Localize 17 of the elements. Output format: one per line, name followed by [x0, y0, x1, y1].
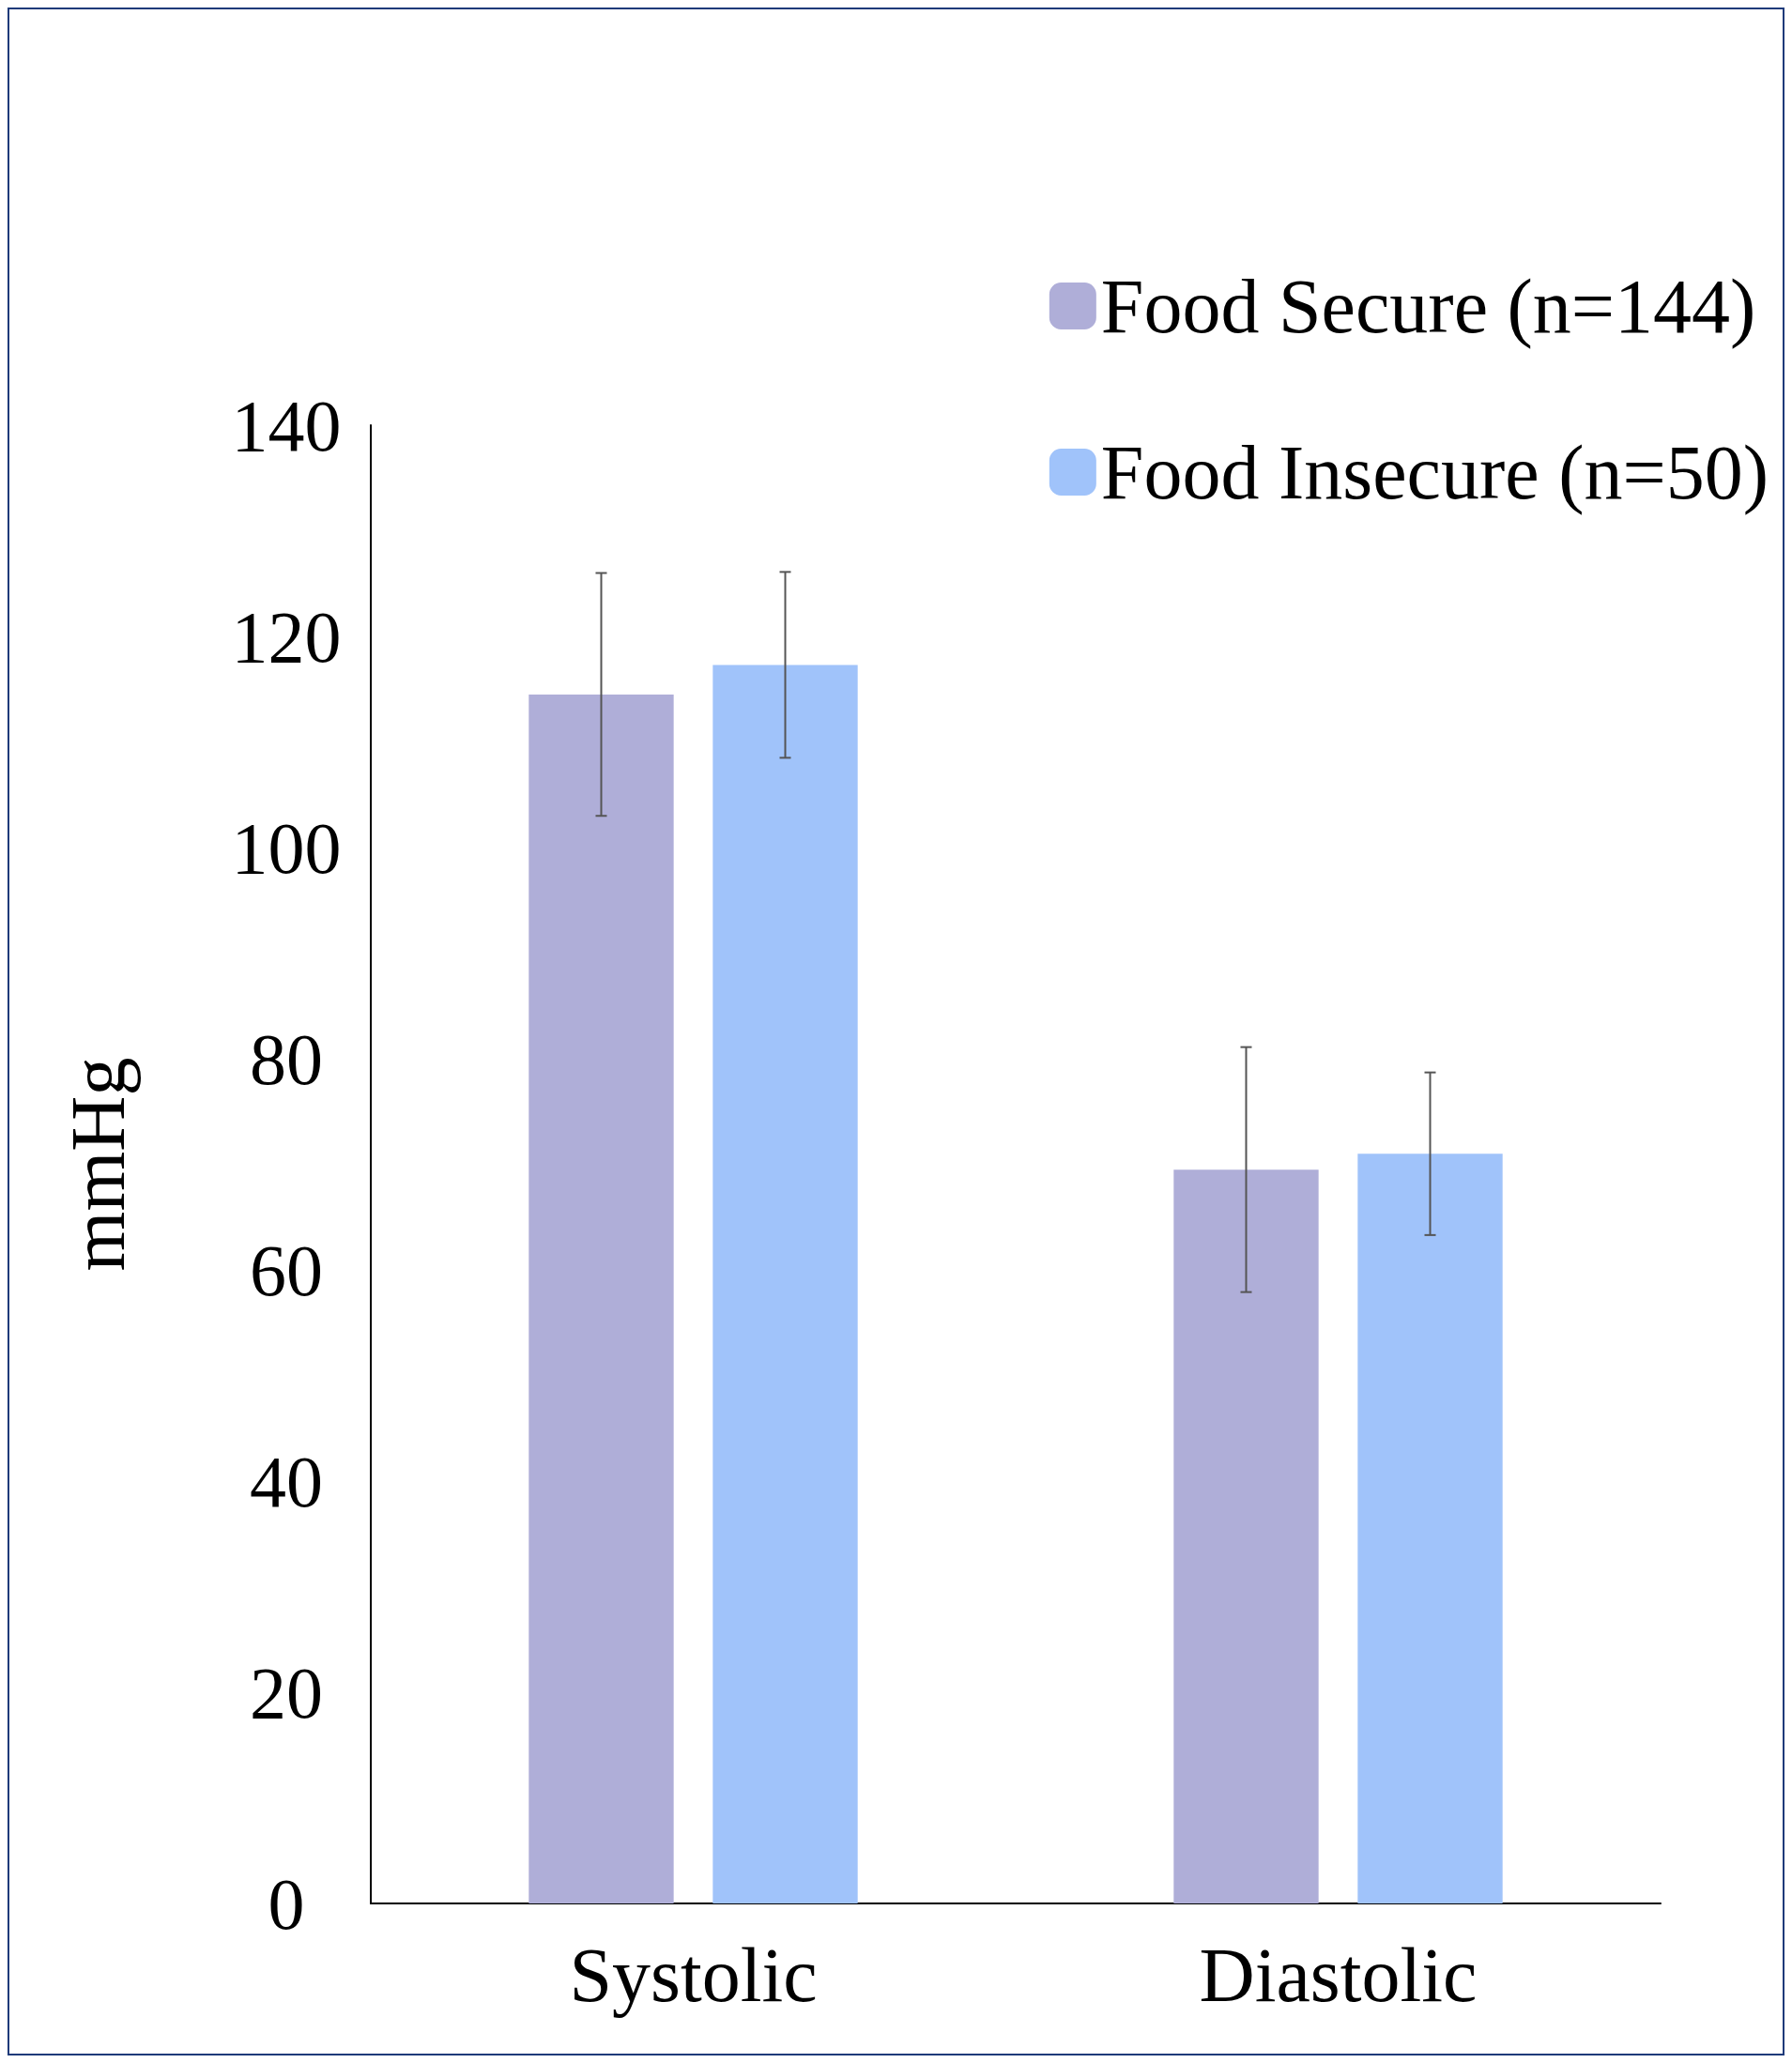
y-tick-label: 40: [250, 1440, 323, 1522]
bar: [1357, 1154, 1503, 1903]
y-tick-label: 80: [250, 1017, 323, 1100]
x-tick-label: Diastolic: [1199, 1932, 1478, 2018]
y-tick-label: 140: [231, 384, 342, 466]
y-tick-label: 20: [250, 1651, 323, 1734]
y-tick-label: 60: [250, 1229, 323, 1311]
bar: [1173, 1169, 1319, 1903]
y-tick-label: 0: [268, 1862, 305, 1945]
y-tick-label: 120: [231, 595, 342, 678]
y-tick-label: 100: [231, 806, 342, 889]
bar: [528, 694, 674, 1903]
bar: [712, 665, 858, 1903]
legend-label: Food Secure (n=144): [1100, 263, 1756, 349]
x-tick-label: Systolic: [569, 1932, 818, 2018]
legend-label: Food Insecure (n=50): [1100, 429, 1769, 515]
y-axis-title: mmHg: [54, 1057, 141, 1272]
